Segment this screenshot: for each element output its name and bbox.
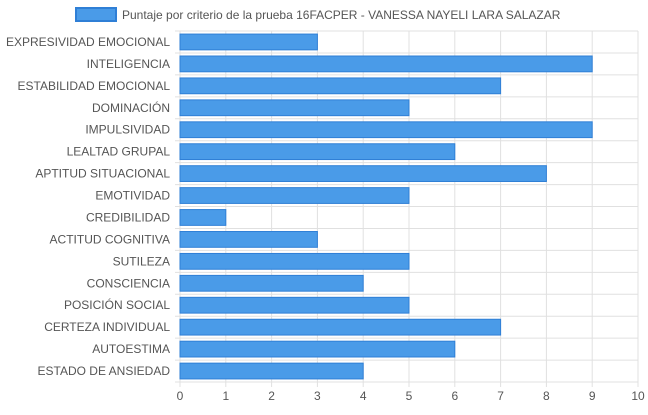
category-label: LEALTAD GRUPAL bbox=[67, 145, 171, 159]
legend-swatch[interactable] bbox=[75, 7, 117, 22]
bar[interactable] bbox=[179, 252, 410, 270]
bar[interactable] bbox=[179, 340, 456, 358]
bar[interactable] bbox=[179, 165, 547, 182]
bar[interactable] bbox=[179, 274, 364, 292]
bars bbox=[179, 33, 593, 380]
x-tick-label: 3 bbox=[314, 389, 321, 403]
category-label: IMPULSIVIDAD bbox=[85, 123, 170, 137]
bar[interactable] bbox=[179, 231, 318, 248]
bar[interactable] bbox=[179, 187, 410, 204]
category-label: POSICIÓN SOCIAL bbox=[64, 297, 170, 312]
category-label: ESTADO DE ANSIEDAD bbox=[38, 364, 171, 378]
x-tick-label: 7 bbox=[497, 389, 504, 403]
x-tick-label: 6 bbox=[451, 389, 458, 403]
category-label: CERTEZA INDIVIDUAL bbox=[44, 320, 170, 334]
category-label: AUTOESTIMA bbox=[92, 342, 170, 356]
bar[interactable] bbox=[179, 143, 456, 161]
category-label: EXPRESIVIDAD EMOCIONAL bbox=[6, 35, 170, 49]
x-tick-label: 10 bbox=[631, 389, 645, 403]
x-tick-label: 1 bbox=[222, 389, 229, 403]
category-label: INTELIGENCIA bbox=[87, 57, 170, 71]
bar[interactable] bbox=[179, 55, 593, 73]
category-label: EMOTIVIDAD bbox=[95, 189, 170, 203]
bar[interactable] bbox=[179, 362, 364, 380]
category-label: ACTITUD COGNITIVA bbox=[50, 232, 170, 246]
x-tick-label: 9 bbox=[589, 389, 596, 403]
bar[interactable] bbox=[179, 318, 502, 336]
x-tick-labels: 0 1 2 3 4 5 6 7 8 9 10 bbox=[177, 389, 645, 403]
category-labels: EXPRESIVIDAD EMOCIONAL INTELIGENCIA ESTABI… bbox=[6, 35, 170, 378]
legend[interactable]: Puntaje por criterio de la prueba 16FACP… bbox=[75, 7, 561, 22]
bar[interactable] bbox=[179, 77, 502, 95]
bar[interactable] bbox=[179, 121, 593, 139]
x-tick-label: 0 bbox=[177, 389, 184, 403]
category-label: DOMINACIÓN bbox=[92, 100, 170, 115]
legend-label[interactable]: Puntaje por criterio de la prueba 16FACP… bbox=[122, 8, 561, 22]
x-tick-label: 4 bbox=[360, 389, 367, 403]
x-tick-label: 2 bbox=[268, 389, 275, 403]
bar[interactable] bbox=[179, 99, 410, 117]
category-label: APTITUD SITUACIONAL bbox=[35, 167, 170, 181]
bar[interactable] bbox=[179, 33, 318, 51]
category-label: ESTABILIDAD EMOCIONAL bbox=[18, 79, 171, 93]
bar[interactable] bbox=[179, 209, 227, 226]
category-label: CREDIBILIDAD bbox=[86, 210, 170, 224]
x-tick-label: 8 bbox=[543, 389, 550, 403]
x-tick-label: 5 bbox=[406, 389, 413, 403]
bar[interactable] bbox=[179, 296, 410, 314]
category-label: SUTILEZA bbox=[113, 254, 170, 268]
category-label: CONSCIENCIA bbox=[87, 276, 170, 290]
